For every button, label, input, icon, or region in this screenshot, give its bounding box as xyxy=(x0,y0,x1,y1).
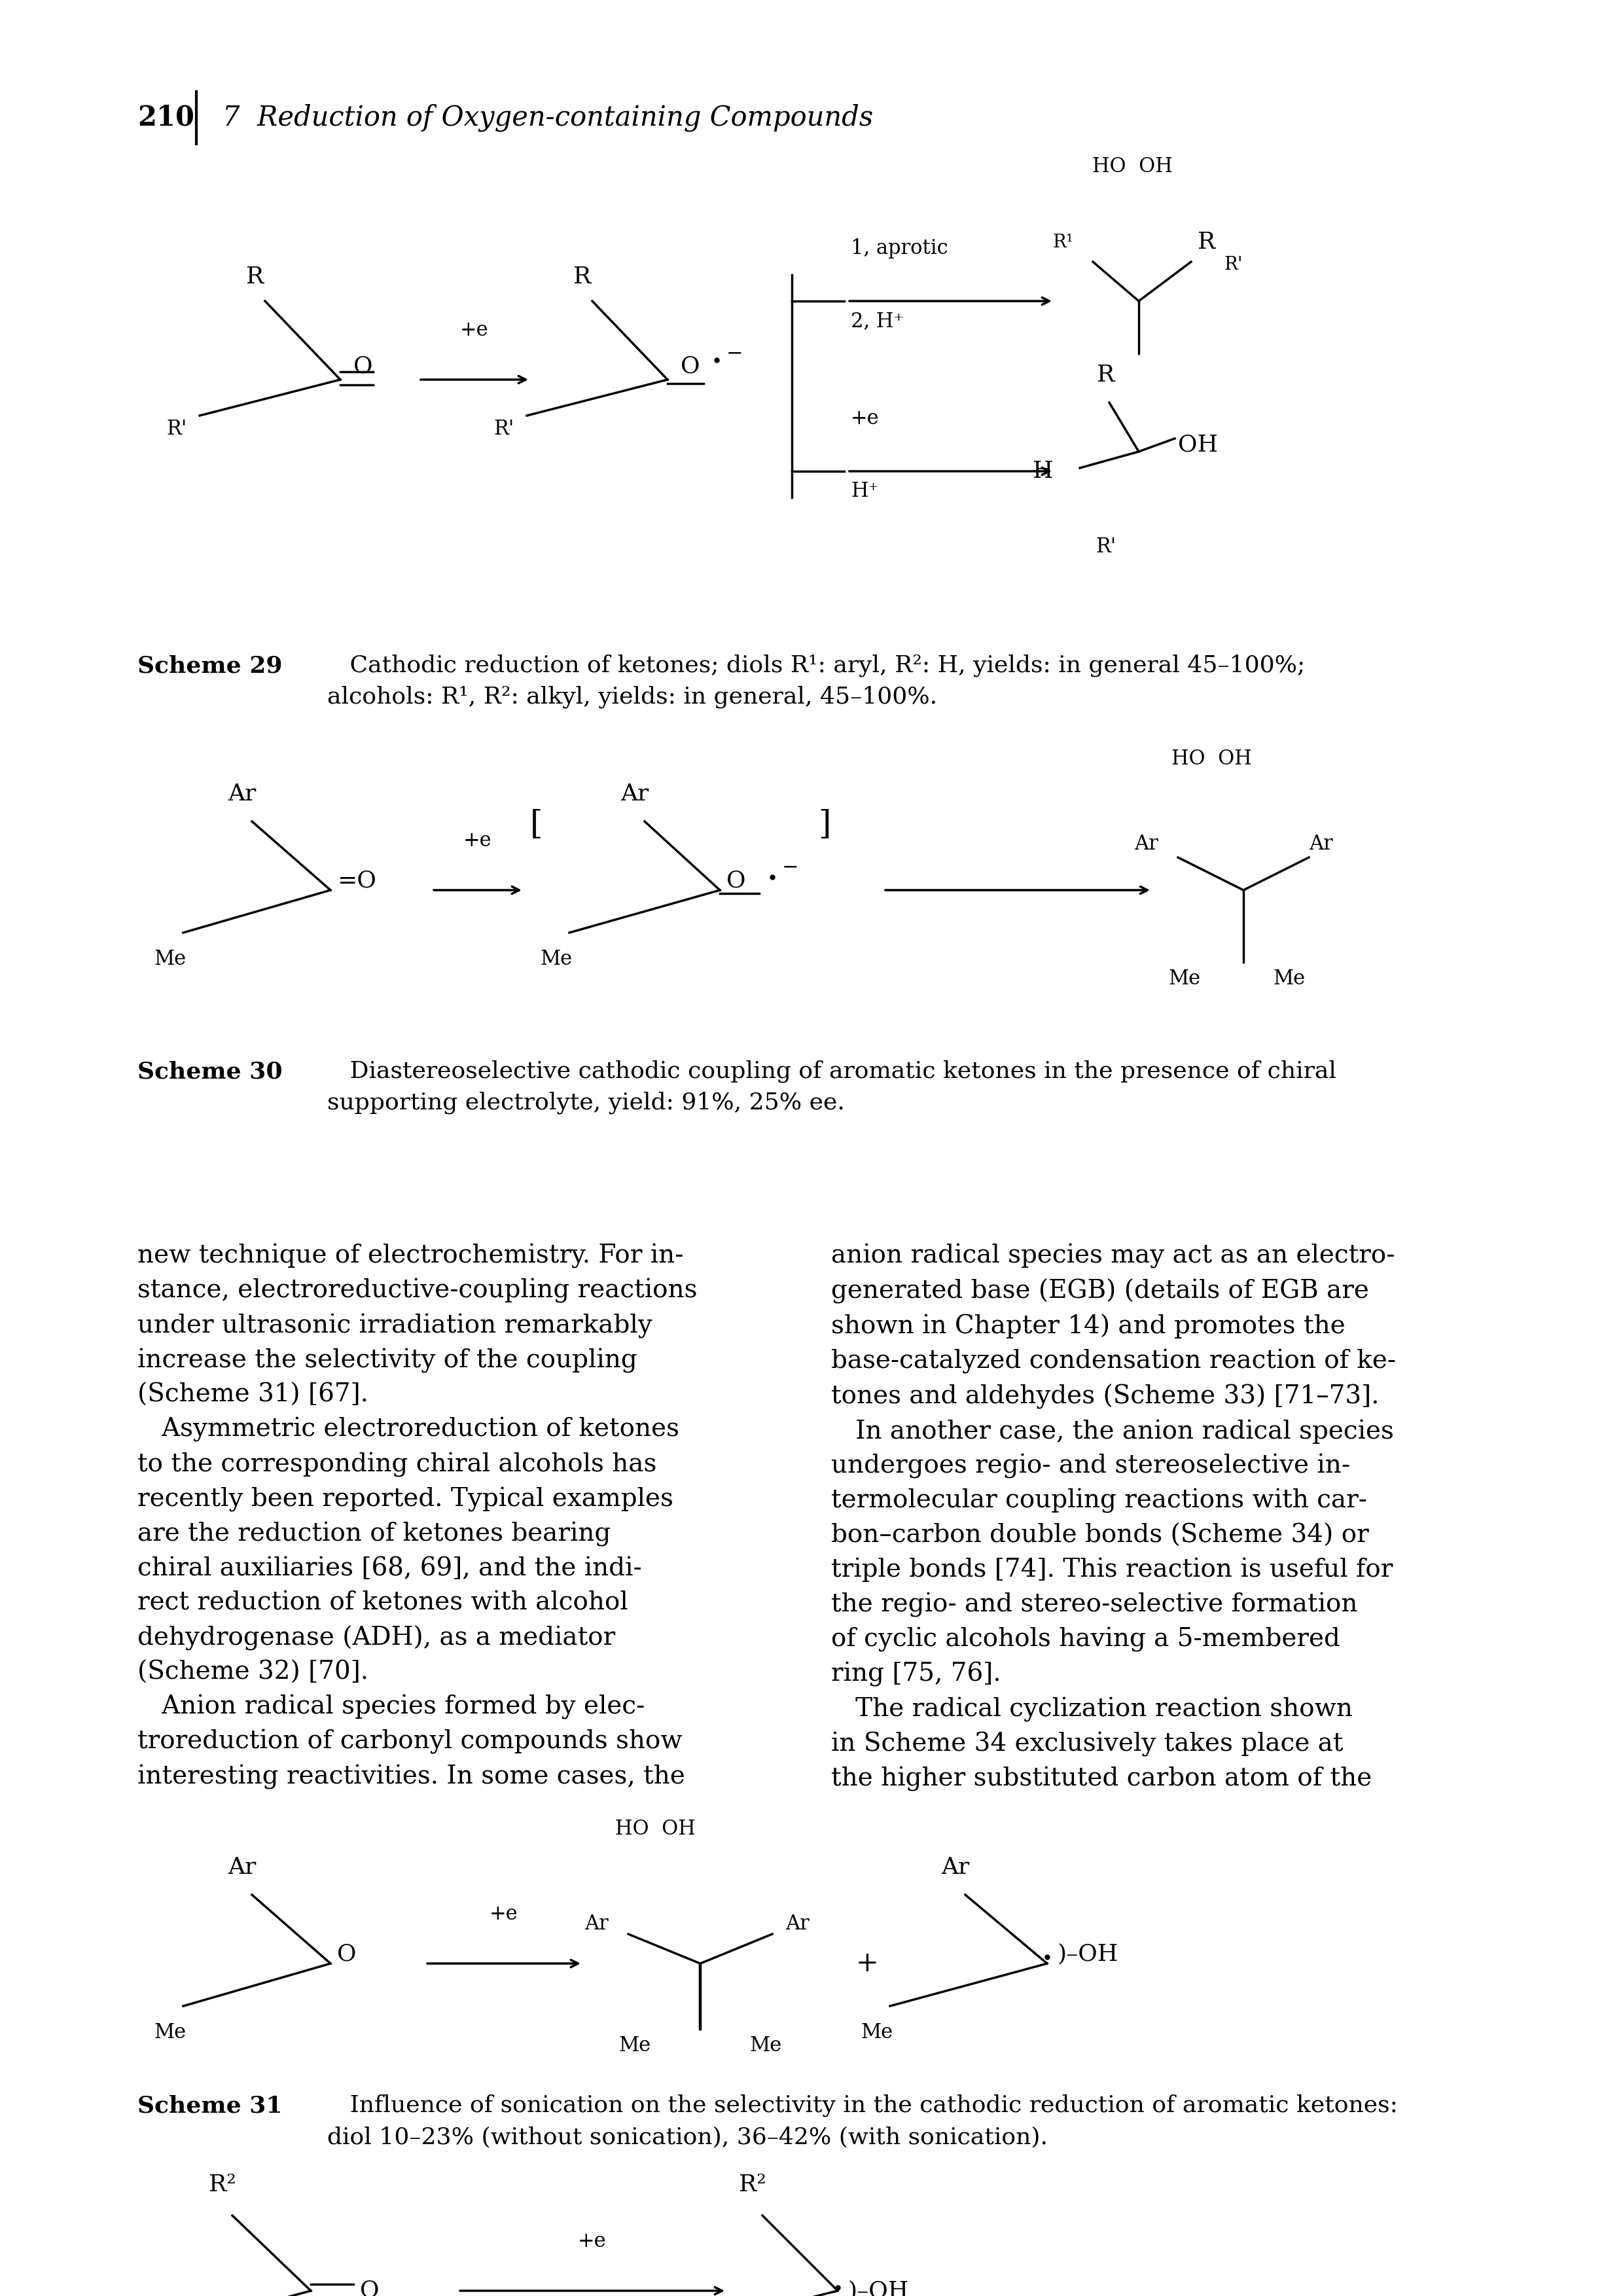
Text: Me: Me xyxy=(750,2037,782,2055)
Text: new technique of electrochemistry. For in-
stance, electroreductive-coupling rea: new technique of electrochemistry. For i… xyxy=(138,1244,698,1789)
Text: Me: Me xyxy=(154,2023,187,2043)
Text: −: − xyxy=(782,856,799,877)
Text: Me: Me xyxy=(1169,969,1201,990)
Text: )–OH: )–OH xyxy=(1057,1942,1118,1965)
Text: Ar: Ar xyxy=(620,783,649,806)
Text: +e: +e xyxy=(578,2232,607,2252)
Text: Ar: Ar xyxy=(941,1855,969,1878)
Text: Influence of sonication on the selectivity in the cathodic reduction of aromatic: Influence of sonication on the selectivi… xyxy=(328,2094,1397,2149)
Text: Me: Me xyxy=(154,948,187,969)
Text: O: O xyxy=(727,870,745,891)
Text: −: − xyxy=(727,344,743,363)
Text: Ar: Ar xyxy=(584,1915,609,1936)
Text: Diastereoselective cathodic coupling of aromatic ketones in the presence of chir: Diastereoselective cathodic coupling of … xyxy=(328,1061,1336,1114)
Text: O: O xyxy=(360,2280,380,2296)
Text: 1, aprotic: 1, aprotic xyxy=(850,239,948,259)
Text: +e: +e xyxy=(461,319,489,340)
Text: +e: +e xyxy=(464,831,492,852)
Text: Me: Me xyxy=(860,2023,893,2043)
Text: [: [ xyxy=(531,808,542,840)
Text: ]: ] xyxy=(818,808,831,840)
Text: 7  Reduction of Oxygen-containing Compounds: 7 Reduction of Oxygen-containing Compoun… xyxy=(222,103,873,131)
Text: Scheme 30: Scheme 30 xyxy=(138,1061,282,1081)
Text: Me: Me xyxy=(618,2037,651,2055)
Text: Ar: Ar xyxy=(786,1915,810,1936)
Text: Me: Me xyxy=(1272,969,1305,990)
Text: R': R' xyxy=(493,418,514,439)
Text: HO  OH: HO OH xyxy=(615,1818,696,1839)
Text: Ar: Ar xyxy=(1308,833,1332,854)
Text: R¹: R¹ xyxy=(1052,234,1073,250)
Text: R: R xyxy=(573,266,591,287)
Text: Ar: Ar xyxy=(227,783,256,806)
Text: H: H xyxy=(1032,459,1053,482)
Text: O: O xyxy=(680,356,700,377)
Text: Scheme 31: Scheme 31 xyxy=(138,2094,282,2117)
Text: R: R xyxy=(1097,363,1115,386)
Text: HO  OH: HO OH xyxy=(1092,156,1172,177)
Text: +e: +e xyxy=(850,409,880,429)
Text: Scheme 29: Scheme 29 xyxy=(138,654,282,677)
Text: +: + xyxy=(855,1949,878,1977)
Text: R': R' xyxy=(1096,537,1117,558)
Text: +e: +e xyxy=(490,1903,518,1924)
Text: R: R xyxy=(247,266,265,287)
Text: R²: R² xyxy=(738,2174,766,2195)
Text: R: R xyxy=(1198,232,1216,253)
Text: HO  OH: HO OH xyxy=(1172,748,1251,769)
Text: R²: R² xyxy=(209,2174,237,2195)
Text: H⁺: H⁺ xyxy=(850,482,878,501)
Text: =O: =O xyxy=(338,870,377,891)
Text: R': R' xyxy=(167,418,187,439)
Text: Cathodic reduction of ketones; diols R¹: aryl, R²: H, yields: in general 45–100%: Cathodic reduction of ketones; diols R¹:… xyxy=(328,654,1305,709)
Text: Me: Me xyxy=(540,948,573,969)
Text: anion radical species may act as an electro-
generated base (EGB) (details of EG: anion radical species may act as an elec… xyxy=(831,1244,1396,1791)
Text: OH: OH xyxy=(1178,434,1217,457)
Text: R': R' xyxy=(1224,257,1243,273)
Text: Ar: Ar xyxy=(227,1855,256,1878)
Text: O: O xyxy=(338,1942,357,1965)
Text: )–OH: )–OH xyxy=(847,2280,909,2296)
Text: Ar: Ar xyxy=(1134,833,1159,854)
Text: 210: 210 xyxy=(138,103,195,131)
Text: 2, H⁺: 2, H⁺ xyxy=(850,310,904,331)
Text: O: O xyxy=(354,356,373,377)
